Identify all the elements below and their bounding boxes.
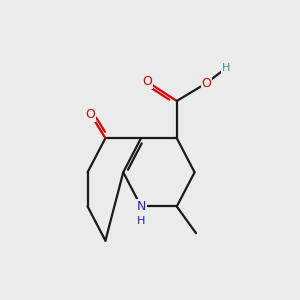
- Text: N: N: [136, 200, 146, 213]
- Text: H: H: [137, 216, 145, 226]
- Text: O: O: [85, 108, 95, 121]
- Text: O: O: [202, 76, 212, 90]
- Text: H: H: [222, 63, 230, 73]
- Text: O: O: [142, 75, 152, 88]
